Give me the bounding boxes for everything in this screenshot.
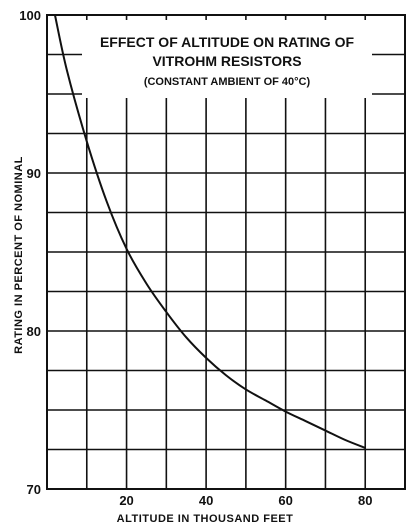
y-tick-label: 80 <box>27 324 41 339</box>
chart-title-line-2: VITROHM RESISTORS <box>152 53 301 69</box>
y-tick-label: 100 <box>19 8 41 23</box>
chart-subtitle: (CONSTANT AMBIENT OF 40°C) <box>144 76 311 88</box>
y-tick-label: 90 <box>27 166 41 181</box>
x-tick-label: 40 <box>199 493 213 508</box>
tick-labels: 20 40 60 80 70 80 90 100 <box>19 8 372 508</box>
x-tick-label: 20 <box>119 493 133 508</box>
x-axis-label: ALTITUDE IN THOUSAND FEET <box>117 513 294 525</box>
series-line <box>53 14 366 449</box>
chart-title-line-1: EFFECT OF ALTITUDE ON RATING OF <box>100 34 354 50</box>
title-box <box>82 20 372 98</box>
x-tick-label: 80 <box>358 493 372 508</box>
y-axis-label: RATING IN PERCENT OF NOMINAL <box>13 156 25 354</box>
plot-frame <box>46 14 406 490</box>
x-tick-label: 60 <box>278 493 292 508</box>
y-tick-label: 70 <box>27 482 41 497</box>
